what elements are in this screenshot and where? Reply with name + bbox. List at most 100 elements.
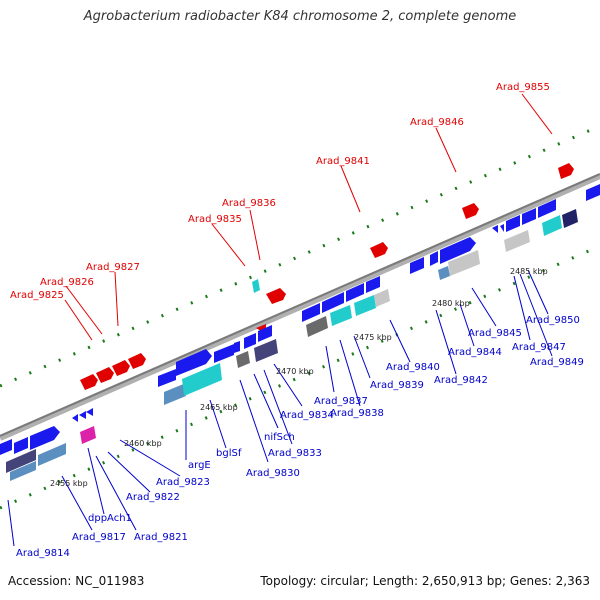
chromosome-backbone-edge xyxy=(0,173,600,437)
gene-reverse[interactable] xyxy=(30,426,60,450)
gene-label[interactable]: Arad_9821 xyxy=(134,532,188,543)
gene-label[interactable]: Arad_9825 xyxy=(10,290,64,301)
kbp-tick-label: 2485 kbp xyxy=(510,267,548,276)
upper-leader-lines xyxy=(64,93,553,341)
gene-label[interactable]: Arad_9817 xyxy=(72,532,126,543)
gene-reverse[interactable] xyxy=(410,257,424,274)
gene-light-grey[interactable] xyxy=(448,250,480,276)
kbp-tick-label: 2470 kbp xyxy=(276,367,314,376)
gene-forward[interactable] xyxy=(128,353,146,369)
gene-forward[interactable] xyxy=(370,242,388,258)
gene-label[interactable]: Arad_9814 xyxy=(16,548,70,559)
gene-label[interactable]: dppAch1 xyxy=(88,513,132,524)
gene-label[interactable]: Arad_9839 xyxy=(370,380,424,391)
gene-label[interactable]: Arad_9844 xyxy=(448,347,502,358)
chromosome-backbone xyxy=(0,173,600,441)
gene-reverse[interactable] xyxy=(72,414,78,422)
gene-reverse[interactable] xyxy=(258,325,272,342)
gene-reverse[interactable] xyxy=(430,251,438,266)
gene-reverse[interactable] xyxy=(586,184,600,201)
gene-light-grey[interactable] xyxy=(504,230,530,252)
gene-label[interactable]: Arad_9822 xyxy=(126,492,180,503)
gene-reverse[interactable] xyxy=(0,439,12,455)
gene-label[interactable]: bglSf xyxy=(216,448,242,459)
reverse-genes xyxy=(0,184,600,481)
gene-slate[interactable] xyxy=(10,461,36,481)
gene-reverse[interactable] xyxy=(538,199,556,218)
gene-reverse[interactable] xyxy=(86,408,93,416)
gene-reverse[interactable] xyxy=(346,283,364,302)
gene-purple[interactable] xyxy=(254,339,278,362)
kbp-tick-label: 2460 kbp xyxy=(124,439,162,448)
gene-forward[interactable] xyxy=(558,163,574,179)
gene-label[interactable]: Arad_9849 xyxy=(530,357,584,368)
gene-label[interactable]: Arad_9833 xyxy=(268,448,322,459)
gene-cyan[interactable] xyxy=(182,363,222,396)
gene-forward[interactable] xyxy=(112,360,130,376)
gene-label[interactable]: Arad_9845 xyxy=(468,328,522,339)
gene-reverse[interactable] xyxy=(322,292,344,313)
gene-forward[interactable] xyxy=(80,374,98,390)
gene-label[interactable]: Arad_9847 xyxy=(512,342,566,353)
genome-summary-text: Topology: circular; Length: 2,650,913 bp… xyxy=(260,574,590,588)
gene-label[interactable]: Arad_9842 xyxy=(434,375,488,386)
gene-forward[interactable] xyxy=(96,367,114,383)
gene-reverse[interactable] xyxy=(234,341,240,353)
gene-reverse[interactable] xyxy=(506,215,520,232)
gene-purple[interactable] xyxy=(562,209,578,228)
gene-cyan[interactable] xyxy=(354,295,376,316)
gene-slate[interactable] xyxy=(438,266,450,280)
kbp-tick-label: 2475 kbp xyxy=(354,333,392,342)
kbp-tick-label: 2455 kbp xyxy=(50,479,88,488)
gene-cyan-small[interactable] xyxy=(252,279,260,293)
gene-cyan[interactable] xyxy=(542,215,562,236)
gene-label[interactable]: Arad_9836 xyxy=(222,198,276,209)
kbp-tick-label: 2480 kbp xyxy=(432,299,470,308)
gene-label[interactable]: Arad_9855 xyxy=(496,82,550,93)
gene-grey[interactable] xyxy=(236,351,250,368)
gene-reverse[interactable] xyxy=(79,411,86,419)
gene-light-grey[interactable] xyxy=(374,289,390,307)
gene-reverse[interactable] xyxy=(244,333,256,349)
gene-label[interactable]: Arad_9830 xyxy=(246,468,300,479)
gene-label[interactable]: Arad_9840 xyxy=(386,362,440,373)
gene-label[interactable]: argE xyxy=(188,460,211,471)
gene-label[interactable]: Arad_9850 xyxy=(526,315,580,326)
gene-label[interactable]: Arad_9841 xyxy=(316,156,370,167)
gene-reverse[interactable] xyxy=(176,349,212,376)
gene-label[interactable]: Arad_9835 xyxy=(188,214,242,225)
gene-slate[interactable] xyxy=(164,383,186,405)
inner-tick-track xyxy=(0,244,600,510)
gene-reverse[interactable] xyxy=(158,369,176,387)
gene-label[interactable]: Arad_9846 xyxy=(410,117,464,128)
gene-label[interactable]: Arad_9837 xyxy=(314,396,368,407)
gene-reverse[interactable] xyxy=(14,437,28,454)
gene-reverse[interactable] xyxy=(500,224,504,232)
kbp-ticks: 2455 kbp 2460 kbp 2465 kbp 2470 kbp 2475… xyxy=(50,267,548,488)
upper-gene-labels: Arad_9825 Arad_9826 Arad_9827 Arad_9835 … xyxy=(10,82,550,301)
gene-purple[interactable] xyxy=(6,449,36,473)
gene-reverse[interactable] xyxy=(440,237,476,264)
gene-label[interactable]: Arad_9826 xyxy=(40,277,94,288)
accession-text: Accession: NC_011983 xyxy=(8,574,145,588)
gene-slate[interactable] xyxy=(38,443,66,466)
gene-forward[interactable] xyxy=(462,203,479,219)
gene-magenta[interactable] xyxy=(80,426,96,444)
gene-label[interactable]: Arad_9823 xyxy=(156,477,210,488)
gene-forward[interactable] xyxy=(266,288,286,304)
gene-label[interactable]: Arad_9838 xyxy=(330,408,384,419)
gene-label[interactable]: Arad_9834 xyxy=(280,410,334,421)
gene-reverse[interactable] xyxy=(522,208,536,225)
gene-reverse[interactable] xyxy=(492,225,498,233)
gene-label[interactable]: nifSch xyxy=(264,432,295,443)
gene-cyan[interactable] xyxy=(330,305,352,326)
gene-reverse[interactable] xyxy=(302,303,320,322)
gene-label[interactable]: Arad_9827 xyxy=(86,262,140,273)
lower-leader-lines xyxy=(7,269,553,547)
gene-reverse[interactable] xyxy=(366,276,380,293)
lower-gene-labels: Arad_9814 Arad_9817 dppAch1 Arad_9821 Ar… xyxy=(16,315,584,559)
gene-reverse[interactable] xyxy=(214,344,234,363)
gene-grey[interactable] xyxy=(306,316,328,337)
forward-genes xyxy=(80,163,574,390)
